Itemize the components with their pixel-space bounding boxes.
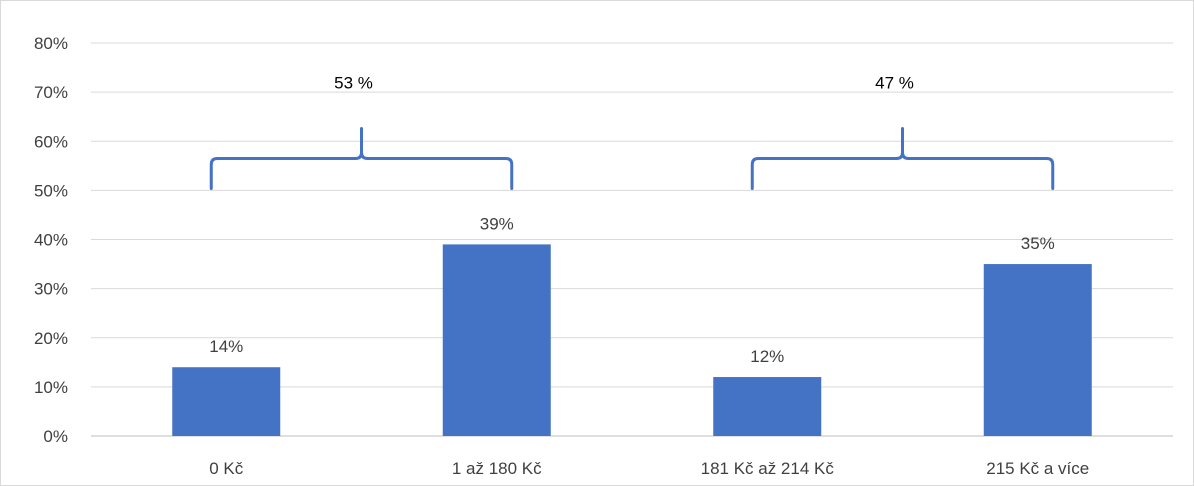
x-axis-tick-labels: 0 Kč 1 až 180 Kč 181 Kč až 214 Kč 215 Kč a …	[209, 459, 1089, 478]
bar	[983, 264, 1092, 436]
bar	[172, 367, 281, 436]
x-tick-label: 181 Kč až 214 Kč	[701, 459, 835, 478]
group-brackets: 53 % 47 %	[209, 73, 1055, 190]
bar	[442, 244, 551, 436]
y-axis-tick-labels: 0% 10% 20% 30% 40% 50% 60% 70% 80%	[34, 34, 68, 446]
y-tick-label: 80%	[34, 34, 68, 53]
y-tick-label: 40%	[34, 231, 68, 250]
data-label: 14%	[209, 337, 243, 356]
y-tick-label: 10%	[34, 378, 68, 397]
data-label: 12%	[750, 347, 784, 366]
y-tick-label: 0%	[43, 427, 68, 446]
x-tick-label: 215 Kč a více	[986, 459, 1089, 478]
y-tick-label: 30%	[34, 280, 68, 299]
y-tick-label: 50%	[34, 181, 68, 200]
y-tick-label: 20%	[34, 329, 68, 348]
bars	[172, 244, 1092, 436]
data-labels: 14% 39% 12% 35%	[209, 214, 1055, 366]
x-tick-label: 1 až 180 Kč	[452, 459, 542, 478]
group-total-label: 47 %	[875, 73, 914, 92]
y-tick-label: 60%	[34, 132, 68, 151]
data-label: 35%	[1021, 234, 1055, 253]
curly-brace-bracket	[209, 126, 514, 190]
bar	[713, 377, 822, 436]
curly-brace-bracket	[750, 126, 1055, 190]
data-label: 39%	[480, 214, 514, 233]
x-tick-label: 0 Kč	[209, 459, 244, 478]
group-total-label: 53 %	[334, 73, 373, 92]
y-tick-label: 70%	[34, 83, 68, 102]
